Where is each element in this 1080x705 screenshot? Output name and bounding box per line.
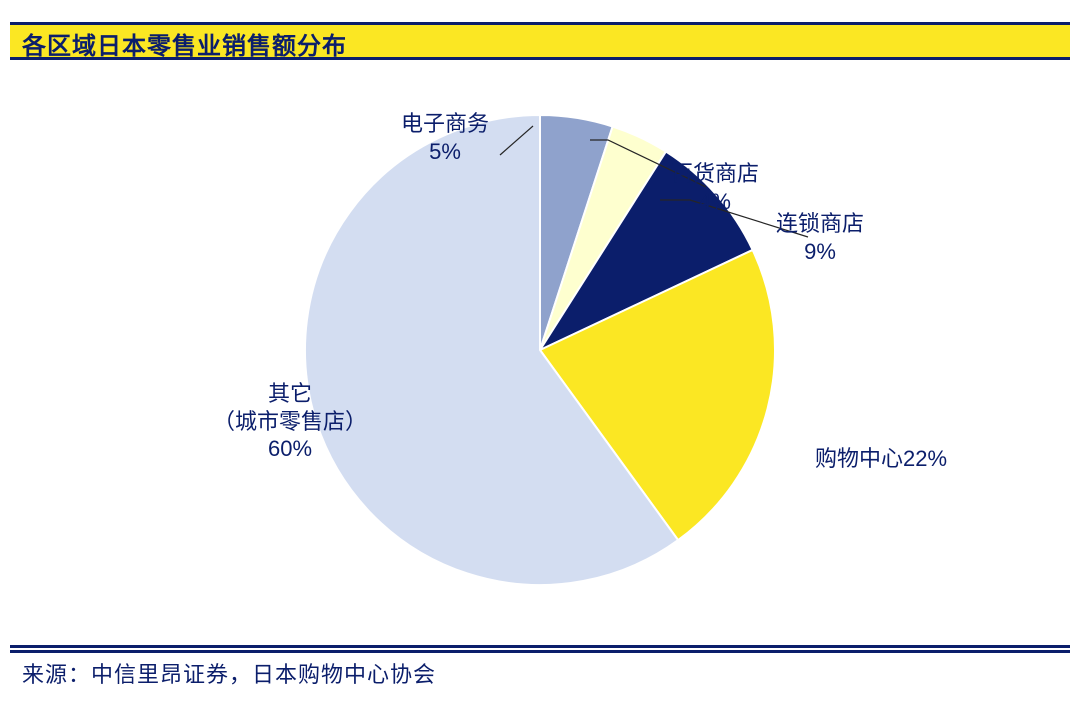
source-text: 来源：中信里昂证券，日本购物中心协会: [22, 657, 436, 689]
chart-frame: 各区域日本零售业销售额分布 来源：中信里昂证券，日本购物中心协会 电子商务 5%…: [0, 0, 1080, 705]
pie-chart: [0, 70, 1080, 630]
slice-label-电子商务: 电子商务 5%: [401, 110, 489, 165]
chart-title: 各区域日本零售业销售额分布: [22, 26, 347, 61]
slice-label-其它(城市零售店): 其它 （城市零售店） 60%: [213, 380, 367, 463]
slice-label-连锁商店: 连锁商店 9%: [776, 210, 864, 265]
slice-label-百货商店: 百货商店 4%: [671, 160, 759, 215]
bottom-rule: [10, 645, 1070, 653]
slice-label-购物中心: 购物中心22%: [815, 445, 947, 473]
